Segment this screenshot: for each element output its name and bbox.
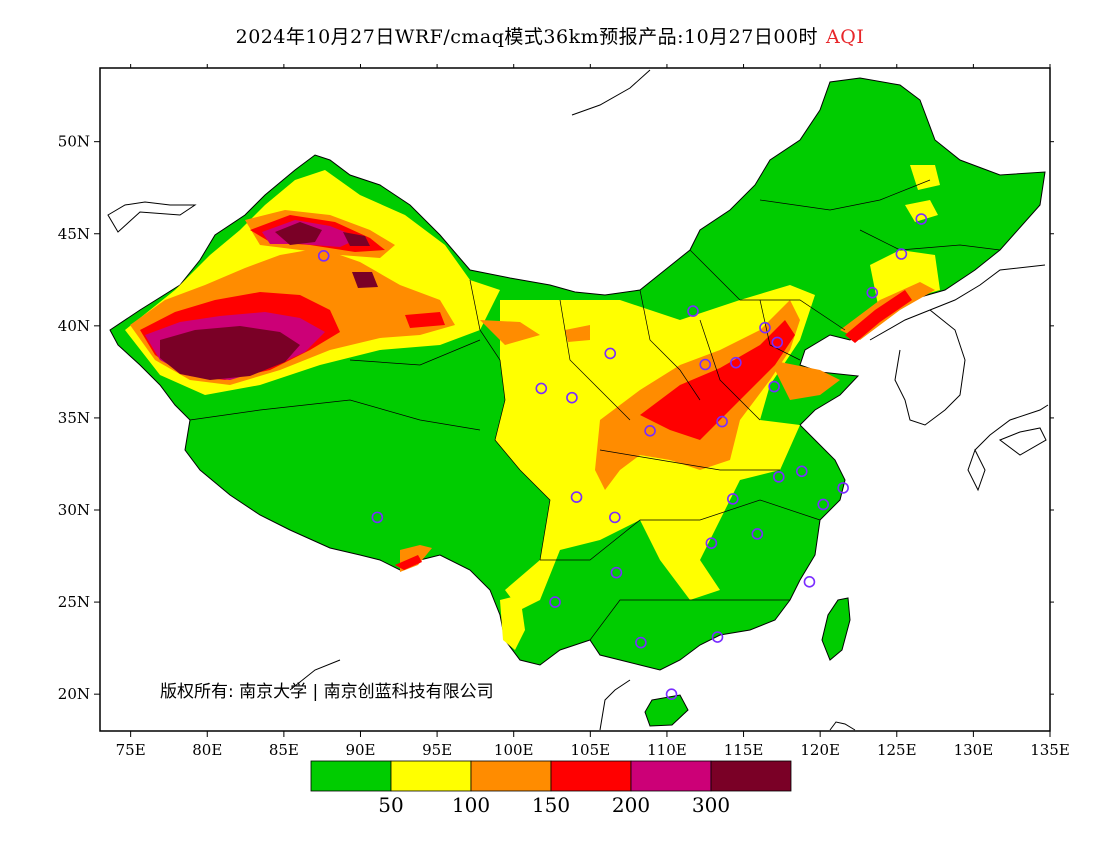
station-marker-20 — [751, 528, 764, 540]
lon-label-7: 110E — [647, 741, 687, 759]
lon-label-8: 115E — [724, 741, 764, 759]
station-marker-9 — [549, 596, 561, 608]
station-marker-25 — [711, 631, 724, 643]
station-marker-8 — [610, 566, 623, 579]
lat-tick-labels: 20N 25N 30N 35N 40N 45N 50N — [58, 133, 90, 704]
lon-tick-labels: 75E 80E 85E 90E 95E 100E 105E 110E 115E 120E 125E 1… — [116, 741, 1070, 759]
neighbour-coastlines — [107, 69, 1049, 731]
station-marker-0 — [317, 250, 330, 262]
colorbar-label-4: 300 — [691, 793, 731, 817]
colorbar-label-1: 100 — [451, 793, 491, 817]
map-title: 2024年10月27日WRF/cmaq模式36km预报产品:10月27日00时 A… — [0, 22, 1100, 49]
colorbar-swatch-5 — [710, 760, 792, 792]
colorbar-swatch-3 — [550, 760, 632, 792]
station-marker-27 — [665, 688, 678, 700]
lat-label-6: 50N — [58, 133, 90, 151]
colorbar-swatch-0 — [310, 760, 392, 792]
station-marker-28 — [866, 286, 879, 299]
colorbar-swatch-2 — [470, 760, 552, 792]
taiwan — [821, 597, 851, 661]
lon-label-12: 135E — [1030, 741, 1070, 759]
title-variable: AQI — [826, 26, 865, 48]
lon-label-2: 85E — [269, 741, 299, 759]
lat-label-4: 40N — [58, 317, 90, 335]
colorbar-label-0: 50 — [378, 793, 404, 817]
lon-label-6: 105E — [571, 741, 611, 759]
colorbar-label-3: 200 — [611, 793, 651, 817]
map-frame — [99, 67, 1051, 732]
aqi-colorbar — [310, 760, 792, 792]
station-marker-30 — [915, 213, 928, 225]
station-marker-1 — [371, 511, 384, 524]
station-marker-12 — [730, 356, 742, 369]
station-marker-18 — [727, 493, 739, 505]
station-marker-26 — [635, 636, 647, 649]
map-content — [107, 69, 1049, 731]
station-marker-22 — [817, 498, 830, 511]
hainan — [644, 694, 689, 727]
station-marker-5 — [687, 305, 699, 317]
station-marker-2 — [535, 382, 548, 395]
station-marker-13 — [759, 321, 771, 334]
colorbar-label-2: 150 — [531, 793, 571, 817]
lon-label-9: 120E — [800, 741, 840, 759]
lon-label-10: 125E — [877, 741, 917, 759]
lat-label-5: 45N — [58, 225, 90, 243]
lat-label-1: 25N — [58, 593, 90, 611]
station-marker-19 — [705, 537, 718, 549]
axis-ticks — [94, 64, 1054, 737]
lon-label-0: 75E — [116, 741, 146, 759]
station-marker-29 — [895, 248, 908, 260]
copyright-text: 版权所有: 南京大学 | 南京创蓝科技有限公司 — [160, 682, 494, 702]
lon-label-4: 95E — [422, 741, 452, 759]
station-marker-15 — [768, 380, 780, 393]
station-marker-6 — [570, 491, 583, 503]
aqi-maroon-regions — [160, 222, 378, 380]
title-text: 2024年10月27日WRF/cmaq模式36km预报产品:10月27日00时 — [235, 26, 819, 48]
station-marker-11 — [699, 358, 712, 371]
lat-label-3: 35N — [58, 409, 90, 427]
lon-label-5: 100E — [494, 741, 534, 759]
colorbar-swatch-4 — [630, 760, 712, 792]
station-marker-21 — [795, 465, 808, 478]
station-marker-4 — [604, 347, 617, 360]
station-markers — [317, 213, 928, 700]
lat-label-2: 30N — [58, 501, 90, 519]
lon-label-3: 90E — [345, 741, 375, 759]
station-marker-3 — [566, 391, 578, 404]
station-marker-10 — [644, 425, 656, 437]
station-marker-16 — [716, 415, 728, 428]
station-marker-7 — [609, 511, 621, 524]
lat-label-0: 20N — [58, 685, 90, 703]
station-marker-14 — [771, 336, 784, 349]
station-marker-23 — [837, 482, 849, 494]
lon-label-1: 80E — [192, 741, 222, 759]
station-marker-17 — [772, 471, 785, 483]
colorbar-swatch-1 — [390, 760, 472, 792]
station-marker-24 — [803, 576, 816, 588]
lon-label-11: 130E — [954, 741, 994, 759]
province-boundaries — [189, 179, 1001, 641]
